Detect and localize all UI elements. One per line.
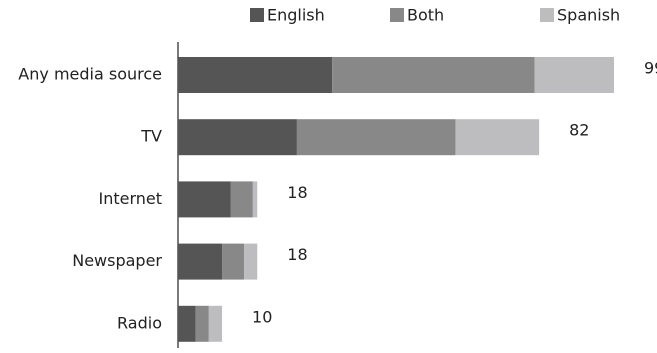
- category-label: Any media source: [18, 65, 162, 84]
- legend-label: Both: [407, 6, 444, 25]
- legend-swatch: [540, 8, 554, 22]
- bar-segment: [178, 57, 333, 93]
- bar-segment: [230, 181, 253, 218]
- bar-segment: [244, 243, 258, 280]
- category-label: Internet: [98, 189, 162, 208]
- bar-segment: [178, 243, 223, 280]
- bar-segment: [455, 119, 540, 156]
- bar-segment: [534, 57, 614, 93]
- legend-label: Spanish: [557, 6, 620, 25]
- bar-segment: [332, 57, 535, 93]
- legend-swatch: [250, 8, 264, 22]
- total-label: 18: [287, 183, 307, 202]
- bar-segment: [208, 305, 223, 342]
- bar-segment: [178, 181, 231, 218]
- bar-segment: [178, 119, 297, 156]
- bar-segment: [252, 181, 258, 218]
- bar-segment: [195, 305, 209, 342]
- legend-swatch: [390, 8, 404, 22]
- bar-segment: [222, 243, 245, 280]
- total-label: 10: [252, 307, 272, 326]
- category-label: Newspaper: [72, 251, 162, 270]
- legend-label: English: [267, 6, 325, 25]
- total-label: 82: [569, 121, 589, 140]
- total-label: 18: [287, 245, 307, 264]
- total-label: 99: [644, 59, 657, 78]
- category-label: TV: [140, 127, 162, 146]
- category-label: Radio: [117, 313, 162, 332]
- bar-segment: [178, 305, 196, 342]
- bar-segment: [296, 119, 456, 156]
